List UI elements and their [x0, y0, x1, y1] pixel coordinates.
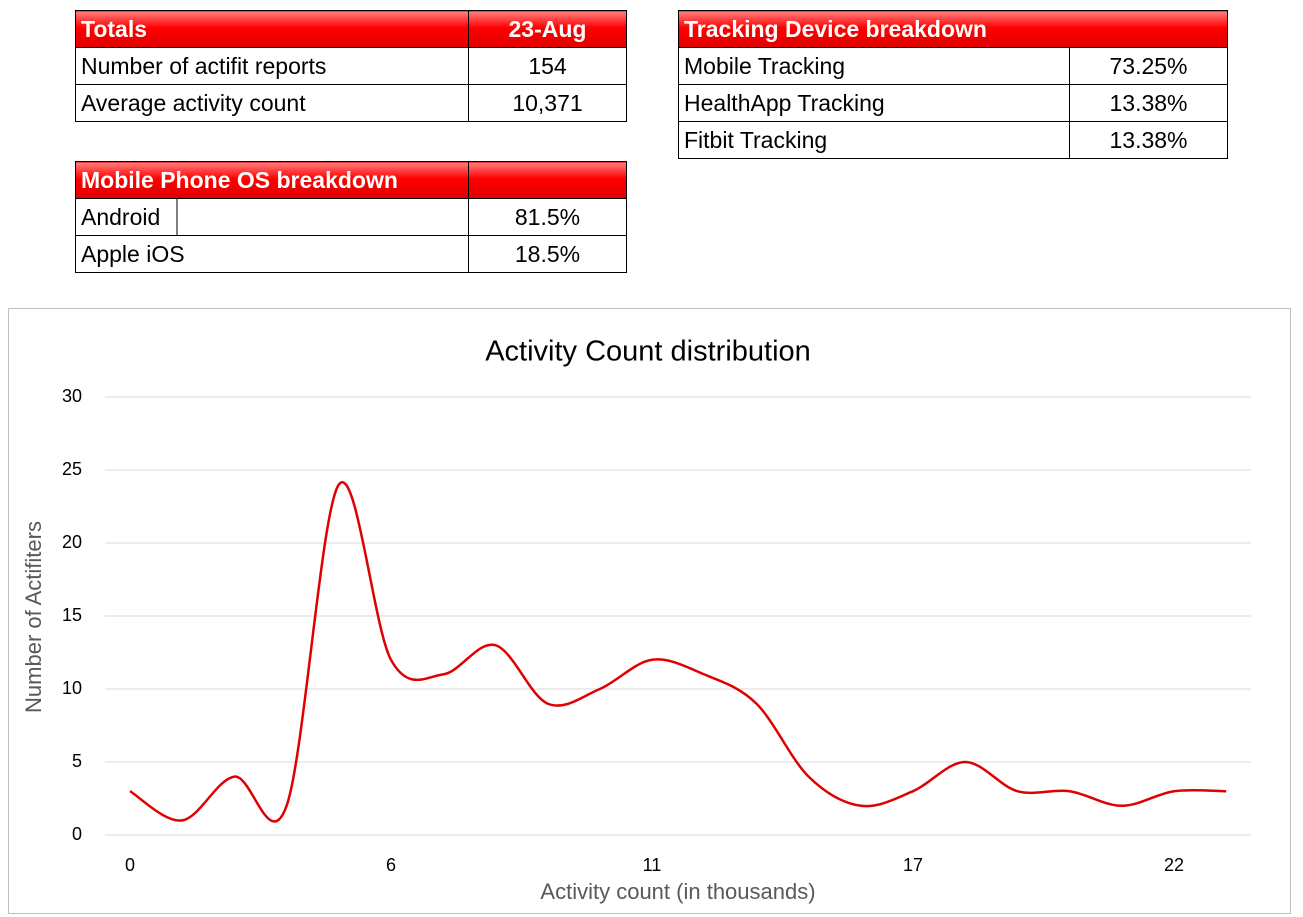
- x-tick-label: 17: [903, 855, 923, 875]
- os-table: Mobile Phone OS breakdown Android 81.5% A…: [75, 161, 627, 273]
- y-tick-label: 30: [62, 386, 82, 406]
- cell: 13.38%: [1069, 84, 1228, 122]
- chart-border: [8, 308, 1291, 914]
- header-cell: Totals: [75, 10, 469, 48]
- cell: 73.25%: [1069, 47, 1228, 85]
- header-cell: Mobile Phone OS breakdown: [75, 161, 469, 199]
- header-cell: Tracking Device breakdown: [678, 10, 1228, 48]
- cell: Apple iOS: [75, 235, 469, 273]
- x-tick-label: 0: [125, 855, 135, 875]
- y-tick-label: 5: [72, 751, 82, 771]
- cell: 18.5%: [468, 235, 627, 273]
- header-cell: 23-Aug: [468, 10, 627, 48]
- y-tick-label: 20: [62, 532, 82, 552]
- cell: 13.38%: [1069, 121, 1228, 159]
- x-tick-label: 11: [643, 855, 662, 875]
- totals-table: Totals 23-Aug Number of actifit reports 15…: [75, 10, 627, 122]
- y-tick-label: 10: [62, 678, 82, 698]
- cell: HealthApp Tracking: [678, 84, 1070, 122]
- chart-title: Activity Count distribution: [485, 336, 811, 368]
- y-tick-label: 25: [62, 459, 82, 479]
- y-tick-label: 15: [62, 605, 82, 625]
- header-cell: [468, 161, 627, 199]
- cell: 10,371: [468, 84, 627, 122]
- cell: Android: [75, 198, 469, 236]
- data-line: [129, 480, 1227, 823]
- cell: 81.5%: [468, 198, 627, 236]
- cell: Average activity count: [75, 84, 469, 122]
- x-axis-label: Activity count (in thousands): [540, 879, 815, 904]
- y-tick-label: 0: [72, 824, 82, 844]
- x-tick-label: 22: [1164, 855, 1184, 875]
- y-axis-label: Number of Actifiters: [21, 521, 46, 713]
- tracking-table: Tracking Device breakdown Mobile Trackin…: [678, 10, 1228, 159]
- cell: Number of actifit reports: [75, 47, 469, 85]
- x-tick-label: 6: [386, 855, 396, 875]
- cell: Fitbit Tracking: [678, 121, 1070, 159]
